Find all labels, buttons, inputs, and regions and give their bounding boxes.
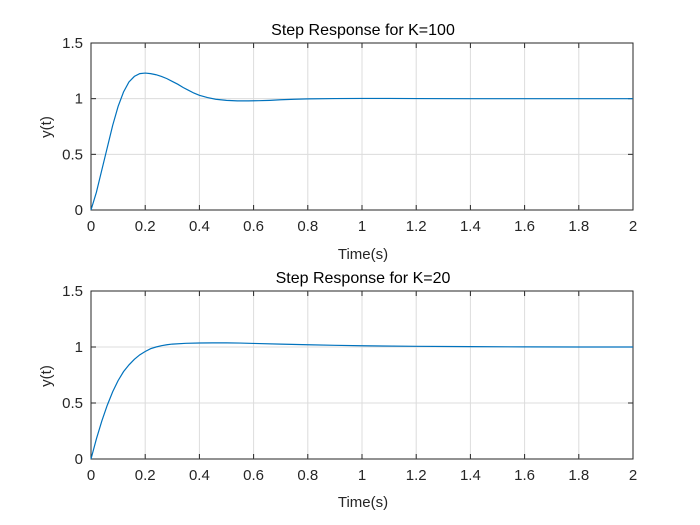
y-tick-label: 1.5 bbox=[62, 283, 83, 300]
y-axis-label: y(t) bbox=[38, 365, 55, 387]
x-tick-label: 1.4 bbox=[460, 467, 481, 484]
x-tick-label: 0.6 bbox=[243, 218, 264, 235]
x-axis-label: Time(s) bbox=[338, 246, 388, 263]
x-tick-label: 1.6 bbox=[514, 218, 535, 235]
x-tick-label: 0 bbox=[87, 218, 95, 235]
chart-k100: Step Response for K=100 0 0.2 0.4 0.6 0.8 1 1.… bbox=[38, 22, 637, 263]
y-tick-label: 0 bbox=[75, 202, 83, 219]
x-tick-label: 2 bbox=[629, 467, 637, 484]
x-tick-label: 1 bbox=[358, 218, 366, 235]
x-tick-label: 1.4 bbox=[460, 218, 481, 235]
ticks bbox=[90, 290, 634, 460]
x-tick-label: 0.8 bbox=[297, 218, 318, 235]
x-tick-label: 1.2 bbox=[406, 467, 427, 484]
y-axis-label: y(t) bbox=[38, 116, 55, 138]
x-tick-label: 0.2 bbox=[135, 218, 156, 235]
y-tick-label: 0.5 bbox=[62, 395, 83, 412]
x-tick-label: 2 bbox=[629, 218, 637, 235]
x-tick-label: 1.6 bbox=[514, 467, 535, 484]
ticks bbox=[90, 42, 634, 211]
series-line bbox=[90, 342, 633, 460]
y-tick-label: 1 bbox=[75, 91, 83, 108]
series-line bbox=[90, 72, 633, 211]
x-axis-label: Time(s) bbox=[338, 494, 388, 511]
chart-k20: Step Response for K=20 0 0.2 0.4 0.6 0.8 1 1.2… bbox=[38, 270, 637, 511]
y-tick-label: 0 bbox=[75, 451, 83, 468]
chart-title: Step Response for K=20 bbox=[276, 270, 451, 287]
x-tick-label: 0.6 bbox=[243, 467, 264, 484]
x-tick-label: 1.8 bbox=[568, 467, 589, 484]
chart-title: Step Response for K=100 bbox=[271, 22, 455, 39]
x-tick-label: 1.2 bbox=[406, 218, 427, 235]
y-tick-label: 1.5 bbox=[62, 35, 83, 52]
x-tick-label: 0.8 bbox=[297, 467, 318, 484]
x-tick-label: 0.2 bbox=[135, 467, 156, 484]
tick-labels: 0 0.2 0.4 0.6 0.8 1 1.2 1.4 1.6 1.8 2 0 0.5 1 1.5 bbox=[62, 35, 637, 235]
series bbox=[90, 342, 633, 460]
x-tick-label: 0.4 bbox=[189, 467, 210, 484]
y-tick-label: 0.5 bbox=[62, 146, 83, 163]
x-tick-label: 0 bbox=[87, 467, 95, 484]
series bbox=[90, 72, 633, 211]
x-tick-label: 1.8 bbox=[568, 218, 589, 235]
x-tick-label: 0.4 bbox=[189, 218, 210, 235]
y-tick-label: 1 bbox=[75, 339, 83, 356]
x-tick-label: 1 bbox=[358, 467, 366, 484]
tick-labels: 0 0.2 0.4 0.6 0.8 1 1.2 1.4 1.6 1.8 2 0 0.5 1 1.5 bbox=[62, 283, 637, 484]
